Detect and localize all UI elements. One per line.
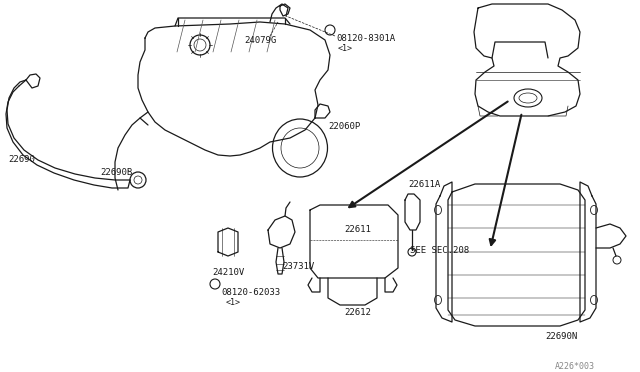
Text: 23731V: 23731V xyxy=(282,262,314,271)
Text: <1>: <1> xyxy=(226,298,241,307)
Text: SEE SEC.208: SEE SEC.208 xyxy=(410,246,469,255)
Text: 22611A: 22611A xyxy=(408,180,440,189)
Text: <1>: <1> xyxy=(338,44,353,53)
Text: 24079G: 24079G xyxy=(244,36,276,45)
Text: 22060P: 22060P xyxy=(328,122,360,131)
Text: 22690B: 22690B xyxy=(100,168,132,177)
Text: 08120-8301A: 08120-8301A xyxy=(336,34,395,43)
Text: 22612: 22612 xyxy=(344,308,371,317)
Text: 22611: 22611 xyxy=(344,225,371,234)
Text: 22690: 22690 xyxy=(8,155,35,164)
Text: A226*003: A226*003 xyxy=(555,362,595,371)
Text: 08120-62033: 08120-62033 xyxy=(221,288,280,297)
Text: 24210V: 24210V xyxy=(212,268,244,277)
Text: 22690N: 22690N xyxy=(545,332,577,341)
